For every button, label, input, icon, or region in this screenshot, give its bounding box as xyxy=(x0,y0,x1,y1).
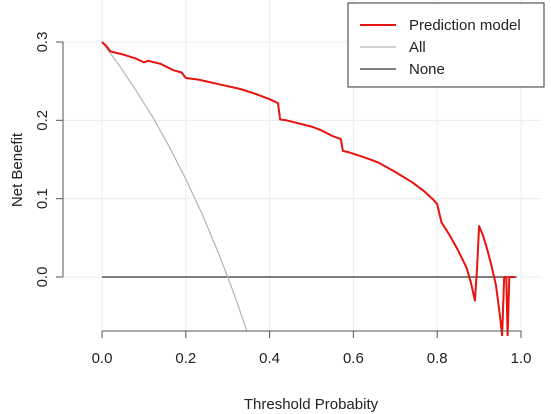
legend-label-none: None xyxy=(409,61,445,78)
x-tick-label-1: 0.2 xyxy=(175,350,196,367)
axes: 0.0 0.2 0.4 0.6 0.8 1.0 0.0 0.1 0.2 0.3 xyxy=(34,32,531,367)
legend-entries: Prediction model All None xyxy=(360,17,521,78)
series-line-all xyxy=(101,41,248,331)
y-ticks: 0.0 0.1 0.2 0.3 xyxy=(34,32,63,288)
legend-label-all: All xyxy=(409,39,426,56)
x-tick-label-0: 0.0 xyxy=(92,350,113,367)
legend: Prediction model All None xyxy=(347,2,545,88)
x-tick-label-3: 0.6 xyxy=(343,350,364,367)
x-tick-label-5: 1.0 xyxy=(511,350,532,367)
legend-label-prediction-model: Prediction model xyxy=(409,17,521,34)
x-ticks: 0.0 0.2 0.4 0.6 0.8 1.0 xyxy=(92,331,532,367)
series-layer xyxy=(101,41,517,336)
series-line-prediction-model xyxy=(101,41,515,336)
x-axis-title: Threshold Probabity xyxy=(244,396,379,413)
x-tick-label-2: 0.4 xyxy=(259,350,280,367)
y-tick-label-3: 0.3 xyxy=(34,32,51,53)
legend-box xyxy=(347,2,545,88)
y-tick-label-0: 0.0 xyxy=(34,267,51,288)
y-axis-title: Net Benefit xyxy=(9,132,26,207)
y-tick-label-2: 0.2 xyxy=(34,110,51,131)
x-tick-label-4: 0.8 xyxy=(427,350,448,367)
y-tick-label-1: 0.1 xyxy=(34,188,51,209)
